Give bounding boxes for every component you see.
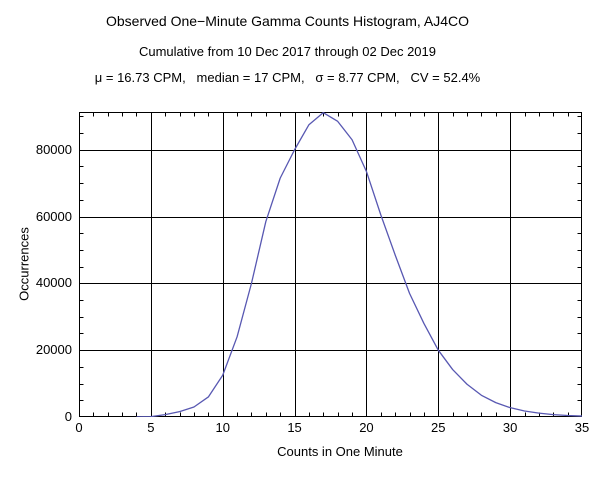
x-tick-label: 35	[574, 420, 590, 435]
y-tick-label: 80000	[35, 141, 72, 157]
chart-title: Observed One−Minute Gamma Counts Histogr…	[106, 13, 469, 29]
x-axis-label: Counts in One Minute	[277, 444, 403, 459]
histogram-curve	[136, 112, 582, 417]
y-tick-label: 20000	[35, 342, 72, 358]
x-tick-label: 30	[502, 420, 518, 435]
y-tick-label: 40000	[35, 275, 72, 291]
x-tick-label: 0	[75, 420, 83, 435]
x-tick-label: 15	[287, 420, 302, 435]
x-tick-label: 5	[147, 420, 155, 435]
x-tick-label: 20	[359, 420, 374, 435]
x-tick-label: 10	[215, 420, 230, 435]
chart-stats-annotation: μ = 16.73 CPM, median = 17 CPM, σ = 8.77…	[94, 70, 481, 85]
chart-subtitle: Cumulative from 10 Dec 2017 through 02 D…	[138, 44, 436, 59]
plot-area	[79, 112, 582, 417]
plot-svg	[79, 112, 582, 417]
plot-frame	[79, 112, 582, 417]
x-tick-label: 25	[431, 420, 446, 435]
y-tick-label: 0	[64, 409, 72, 424]
y-tick-label: 60000	[35, 208, 72, 224]
